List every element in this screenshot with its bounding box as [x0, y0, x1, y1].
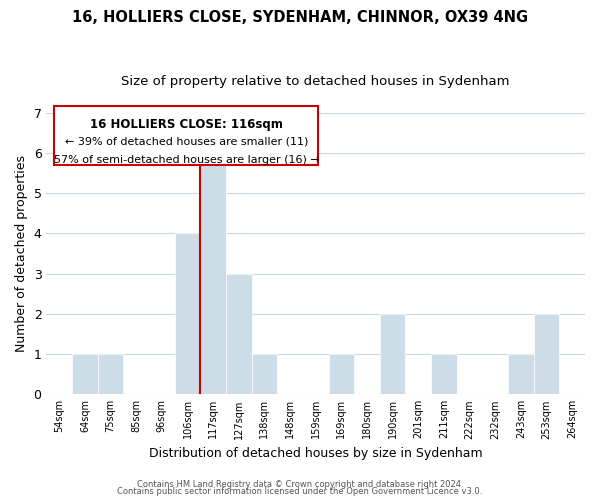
Bar	[98, 354, 124, 395]
Text: ← 39% of detached houses are smaller (11): ← 39% of detached houses are smaller (11…	[65, 136, 308, 146]
Bar	[251, 354, 277, 395]
Text: 16, HOLLIERS CLOSE, SYDENHAM, CHINNOR, OX39 4NG: 16, HOLLIERS CLOSE, SYDENHAM, CHINNOR, O…	[72, 10, 528, 25]
Bar	[380, 314, 406, 394]
Text: Contains public sector information licensed under the Open Government Licence v3: Contains public sector information licen…	[118, 487, 482, 496]
Text: 16 HOLLIERS CLOSE: 116sqm: 16 HOLLIERS CLOSE: 116sqm	[90, 118, 283, 132]
X-axis label: Distribution of detached houses by size in Sydenham: Distribution of detached houses by size …	[149, 447, 482, 460]
Y-axis label: Number of detached properties: Number of detached properties	[15, 155, 28, 352]
Bar	[226, 274, 251, 394]
Bar	[72, 354, 98, 395]
Text: 57% of semi-detached houses are larger (16) →: 57% of semi-detached houses are larger (…	[53, 155, 319, 165]
Title: Size of property relative to detached houses in Sydenham: Size of property relative to detached ho…	[121, 75, 510, 88]
Text: Contains HM Land Registry data © Crown copyright and database right 2024.: Contains HM Land Registry data © Crown c…	[137, 480, 463, 489]
Bar	[508, 354, 534, 395]
Bar	[431, 354, 457, 395]
Bar	[200, 153, 226, 394]
Bar	[534, 314, 559, 394]
Bar	[175, 234, 200, 394]
Bar	[329, 354, 354, 395]
FancyBboxPatch shape	[55, 106, 319, 165]
